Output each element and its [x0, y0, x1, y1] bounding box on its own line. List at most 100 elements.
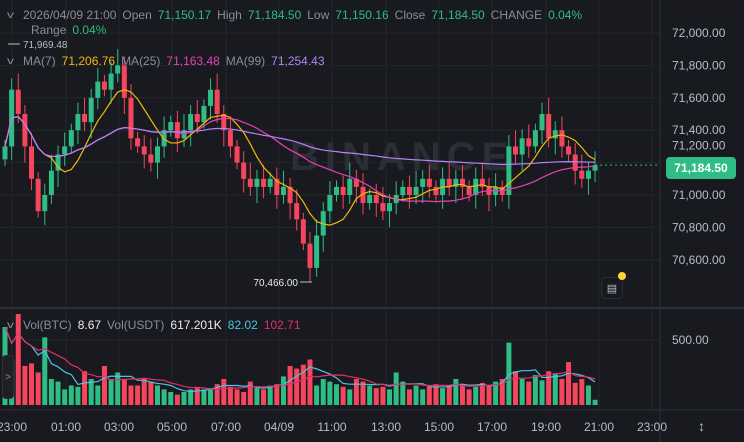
candle-body [334, 186, 339, 195]
chevron-right-icon[interactable]: > [2, 355, 14, 399]
time-tick-label: 21:00 [584, 420, 614, 434]
candle-body [347, 178, 353, 195]
volume-bar [214, 384, 220, 405]
volume-bar [75, 386, 81, 405]
candle-body [579, 170, 585, 179]
volume-bar [320, 379, 326, 405]
change-label: CHANGE [490, 8, 543, 22]
last-price-tag: 71,184.50 [666, 157, 736, 179]
volume-bar [22, 366, 28, 405]
price-tick-label: 71,200.00 [672, 139, 726, 153]
max-price-annotation: 71,969.48 [23, 40, 68, 51]
candle-body [234, 146, 240, 163]
candle-body [585, 170, 591, 179]
volume-tick-label: 500.00 [672, 333, 709, 347]
candle-body [353, 178, 359, 187]
candle-body [241, 162, 247, 179]
candle-body [340, 186, 346, 195]
volume-bar [234, 389, 240, 405]
volume-bar [433, 384, 439, 405]
candle-body [327, 195, 333, 212]
volume-bar [387, 389, 393, 405]
ma7-label: MA(7) [23, 54, 56, 68]
candle-body [227, 130, 233, 147]
volume-bar [247, 381, 253, 405]
candle-body [506, 146, 512, 195]
candle-body [88, 97, 94, 123]
candle-body [22, 114, 28, 147]
candle-body [2, 146, 8, 160]
high-value: 71,184.50 [247, 8, 302, 22]
volume-bar [88, 379, 94, 405]
volume-bar [539, 380, 545, 405]
candle-body [380, 203, 386, 212]
time-tick-label: 19:00 [531, 420, 561, 434]
volume-bar [327, 381, 333, 405]
volume-bar [459, 384, 465, 405]
chevron-down-icon[interactable]: v [7, 319, 14, 331]
volume-bar [82, 371, 88, 405]
volume-bar [353, 379, 359, 405]
volume-bar [499, 379, 505, 405]
candle-body [314, 235, 320, 268]
candle-body [148, 154, 154, 163]
candle-body [307, 243, 313, 268]
candle-body [194, 114, 200, 123]
volume-bar [254, 388, 260, 405]
vol-btc-value: 8.67 [77, 318, 102, 332]
candle-body [387, 203, 393, 212]
candle-body [82, 114, 88, 123]
close-value: 71,184.50 [431, 8, 485, 22]
volume-bar [300, 364, 306, 405]
candle-body [479, 178, 485, 187]
candle-body [42, 195, 48, 212]
volume-bar [121, 379, 127, 405]
volume-bar [35, 372, 41, 405]
volume-bar [15, 314, 21, 405]
open-value: 71,150.17 [157, 8, 212, 22]
candle-body [519, 138, 525, 155]
volume-bar [241, 392, 247, 405]
volume-bar [526, 381, 532, 405]
candle-body [300, 219, 306, 244]
news-icon[interactable]: ▤ [601, 277, 623, 299]
candle-body [287, 186, 293, 204]
volume-bar [566, 362, 572, 405]
vol-btc-label: Vol(BTC) [23, 318, 72, 332]
ma25-label: MA(25) [121, 54, 161, 68]
candle-body [75, 114, 81, 131]
candle-body [532, 130, 538, 147]
vertical-resize-icon[interactable]: ↕ [698, 418, 705, 434]
open-label: Open [122, 8, 152, 22]
chevron-down-icon[interactable]: v [7, 55, 14, 67]
ma99-label: MA(99) [225, 54, 266, 68]
volume-bar [413, 385, 419, 405]
candle-body [473, 178, 479, 195]
chevron-down-icon[interactable]: v [7, 9, 14, 21]
volume-bar [493, 381, 499, 405]
volume-bar [294, 368, 300, 405]
volume-bar [334, 384, 339, 405]
volume-bar [128, 385, 134, 405]
volume-bar [373, 388, 379, 405]
candle-body [201, 105, 207, 123]
candle-body [128, 97, 134, 139]
volume-bar [201, 389, 207, 405]
range-label: Range [31, 23, 67, 37]
candle-body [174, 122, 180, 139]
ma99-line [4, 116, 596, 166]
volume-bar [68, 385, 74, 405]
candle-body [221, 114, 227, 131]
ma99-value: 71,254.43 [271, 54, 325, 68]
candle-body [526, 138, 532, 147]
ma7-value: 71,206.76 [61, 54, 116, 68]
high-label: High [217, 8, 242, 22]
candle-body [294, 203, 300, 220]
candle-body [453, 178, 459, 187]
time-tick-label: 11:00 [317, 420, 346, 434]
candle-body [15, 89, 21, 114]
volume-bar [546, 371, 552, 405]
volume-bar [426, 386, 432, 405]
range-value: 0.04% [72, 23, 107, 37]
